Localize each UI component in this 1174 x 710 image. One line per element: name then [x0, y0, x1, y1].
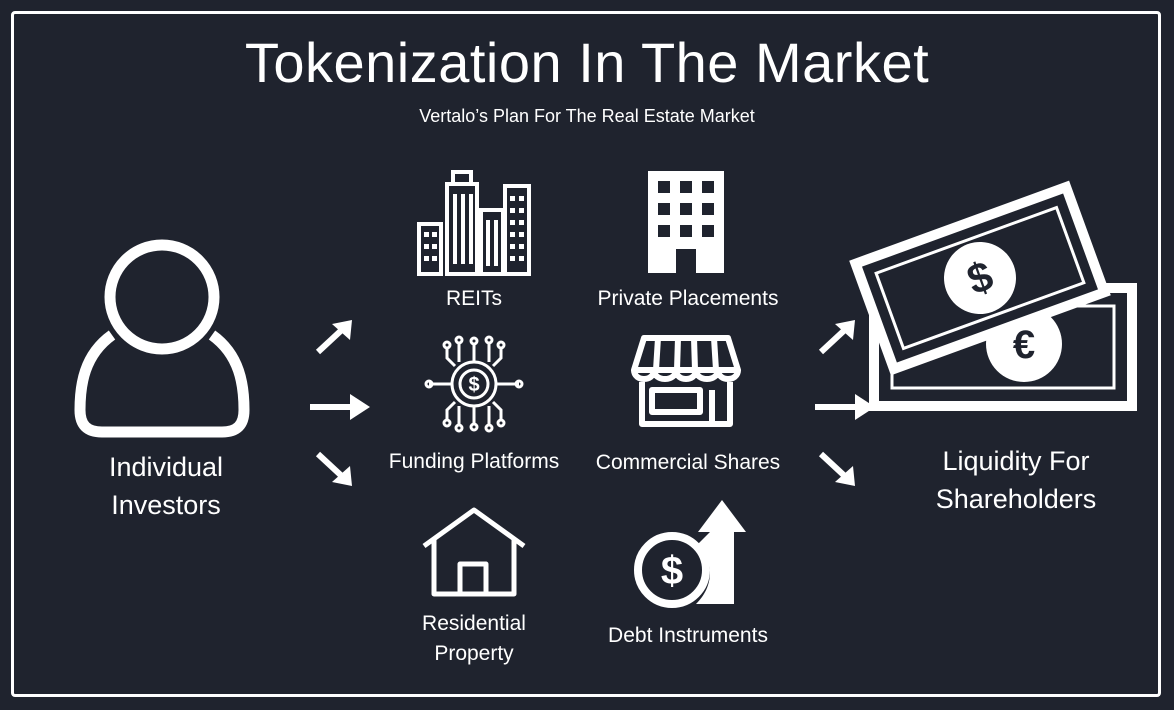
page-subtitle: Vertalo’s Plan For The Real Estate Marke… [419, 106, 755, 126]
arrow-right-icon [815, 394, 875, 420]
commercial-shares-label: Commercial Shares [595, 451, 781, 474]
funding-platforms-label: Funding Platforms [388, 450, 560, 473]
outcome-label-line2: Shareholders [935, 484, 1097, 514]
arrow-up-right-icon [818, 320, 855, 355]
house-icon [422, 507, 526, 597]
storefront-icon [631, 335, 741, 427]
source-label-line1: Individual [108, 452, 224, 482]
outcome-label: Liquidity For Shareholders [906, 442, 1126, 518]
residential-label-line1: Residential [422, 612, 526, 635]
svg-text:$: $ [468, 374, 479, 396]
euro-symbol: € [1013, 323, 1035, 367]
arrow-down-right-icon [315, 451, 352, 486]
dollar-circuit-icon: $ [424, 335, 524, 433]
outcome-label-line1: Liquidity For [942, 446, 1090, 476]
debt-instruments-label: Debt Instruments [608, 624, 768, 647]
border-frame [11, 11, 1161, 697]
banknotes-icon: € $ [849, 180, 1137, 411]
source-label: Individual Investors [66, 448, 266, 524]
residential-property-label: Residential Property [394, 609, 554, 669]
arrow-down-right-icon [818, 451, 855, 486]
person-icon [74, 239, 250, 438]
private-placements-label: Private Placements [597, 287, 779, 310]
source-label-line2: Investors [111, 490, 221, 520]
residential-label-line2: Property [434, 642, 514, 665]
city-buildings-icon [417, 170, 531, 276]
dollar-up-arrow-icon: $ [634, 500, 746, 608]
reits-label: REITs [445, 287, 502, 310]
page-title: Tokenization In The Market [244, 31, 930, 94]
svg-text:$: $ [661, 549, 683, 593]
office-building-icon [648, 171, 724, 273]
arrow-right-icon [310, 394, 370, 420]
arrow-up-right-icon [315, 320, 352, 355]
